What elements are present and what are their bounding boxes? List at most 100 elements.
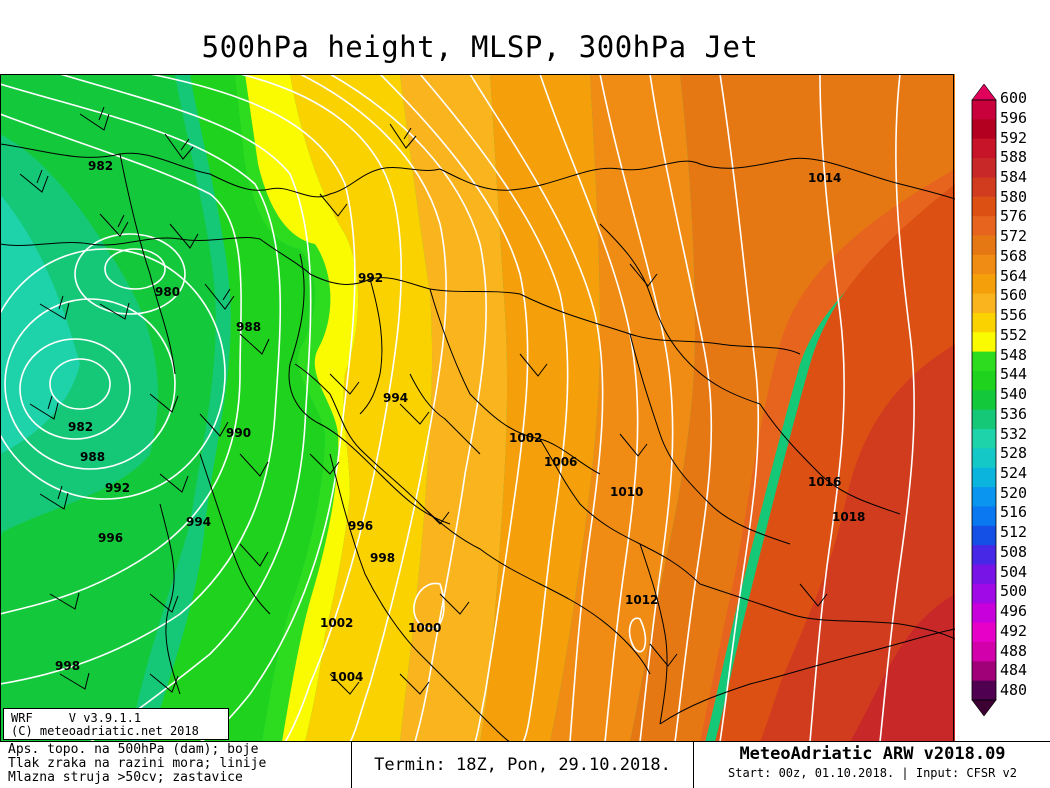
pressure-label: 982: [68, 420, 93, 434]
colorbar-label: 584: [1000, 167, 1028, 186]
pressure-label: 988: [236, 320, 261, 334]
colorbar-swatch: [972, 312, 996, 333]
pressure-label: 996: [348, 519, 373, 533]
colorbar-swatch: [972, 603, 996, 624]
colorbar-swatch: [972, 506, 996, 527]
colorbar-swatch: [972, 196, 996, 217]
colorbar-bottom-arrow: [971, 699, 997, 716]
colorbar-swatch: [972, 487, 996, 507]
pressure-label: 994: [186, 515, 211, 529]
desc-line-3: Mlazna struja >50cv; zastavice: [8, 770, 243, 785]
colorbar-label: 552: [1000, 325, 1028, 344]
copyright: (C) meteoadriatic.net 2018: [11, 724, 199, 738]
desc-line-1: Aps. topo. na 500hPa (dam); boje: [8, 742, 259, 757]
pressure-label: 994: [383, 391, 408, 405]
colorbar-swatch: [972, 390, 996, 411]
legend-description: Aps. topo. na 500hPa (dam); boje Tlak zr…: [8, 743, 266, 785]
colorbar-label: 496: [1000, 602, 1028, 621]
colorbar-label: 516: [1000, 503, 1028, 522]
colorbar-label: 572: [1000, 227, 1028, 246]
colorbar-label: 520: [1000, 483, 1028, 502]
colorbar-label: 568: [1000, 246, 1028, 265]
colorbar-outline: [971, 99, 997, 701]
pressure-label: 1000: [408, 621, 441, 635]
colorbar-swatch: [972, 409, 996, 430]
colorbar-label: 480: [1000, 681, 1028, 699]
colorbar-swatch: [972, 583, 996, 604]
colorbar-swatch: [972, 158, 996, 178]
band-544: [40, 74, 325, 742]
colorbar-label: 532: [1000, 424, 1028, 443]
wind-barbs: [19, 106, 828, 695]
pressure-label: 1012: [625, 593, 658, 607]
colorbar-swatch: [972, 641, 996, 662]
pressure-label: 1006: [544, 455, 577, 469]
colorbar-swatch: [972, 622, 996, 643]
colorbar-swatch: [972, 177, 996, 198]
colorbar-swatch: [972, 429, 996, 449]
model-info-box: WRF V v3.9.1.1 (C) meteoadriatic.net 201…: [3, 708, 229, 740]
isobars: [0, 74, 915, 742]
footer-divider: [0, 741, 1050, 742]
model-version: WRF V v3.9.1.1: [11, 711, 142, 725]
colorbar-label: 504: [1000, 562, 1028, 581]
colorbar-swatch: [972, 274, 996, 295]
pressure-label: 980: [155, 285, 180, 299]
colorbar-label: 548: [1000, 345, 1028, 364]
forecast-time: Termin: 18Z, Pon, 29.10.2018.: [351, 742, 694, 788]
colorbar-label: 588: [1000, 148, 1028, 167]
colorbar-label: 560: [1000, 286, 1028, 305]
desc-line-2: Tlak zraka na razini mora; linije: [8, 756, 267, 771]
colorbar-swatch: [972, 100, 996, 120]
weather-map[interactable]: 982 980 988 982 988 992 996 994 990 996 …: [0, 74, 955, 742]
colorbar-swatch: [972, 138, 996, 159]
pressure-label: 1014: [808, 171, 841, 185]
pressure-label: 992: [105, 481, 130, 495]
pressure-label: 996: [98, 531, 123, 545]
colorbar-label: 576: [1000, 207, 1028, 226]
pressure-label: 1002: [509, 431, 542, 445]
pressure-label: 998: [55, 659, 80, 673]
brand-block: MeteoAdriatic ARW v2018.09 Start: 00z, 0…: [700, 744, 1045, 782]
brand-title: MeteoAdriatic ARW v2018.09: [739, 744, 1006, 764]
pressure-label: 1002: [320, 616, 353, 630]
colorbar-swatch: [972, 216, 996, 236]
brand-subtitle: Start: 00z, 01.10.2018. | Input: CFSR v2: [728, 766, 1017, 780]
band-568: [550, 74, 695, 742]
pressure-label: 988: [80, 450, 105, 464]
colorbar-swatch: [972, 370, 996, 391]
pressure-label: 1016: [808, 475, 841, 489]
colorbar-label: 600: [1000, 89, 1028, 107]
band-552: [245, 74, 359, 742]
colorbar-label: 492: [1000, 621, 1028, 640]
colorbar-swatch: [972, 235, 996, 256]
colorbar-swatch: [972, 525, 996, 546]
colorbar: [971, 84, 997, 716]
band-564: [480, 74, 600, 742]
colorbar-label: 556: [1000, 306, 1028, 325]
colorbar-swatch: [972, 661, 996, 682]
colorbar-label: 512: [1000, 523, 1028, 542]
colorbar-swatch: [972, 448, 996, 469]
colorbar-swatch: [972, 680, 996, 701]
band-560: [400, 74, 508, 742]
colorbar-swatch: [972, 564, 996, 585]
pressure-label: 998: [370, 551, 395, 565]
colorbar-label: 536: [1000, 404, 1028, 423]
colorbar-top-arrow: [971, 84, 997, 101]
pressure-label: 982: [88, 159, 113, 173]
pressure-label: 990: [226, 426, 251, 440]
pressure-label: 1010: [610, 485, 643, 499]
colorbar-label: 540: [1000, 385, 1028, 403]
colorbar-swatch: [972, 293, 996, 314]
colorbar-swatch: [972, 351, 996, 372]
colorbar-label: 500: [1000, 582, 1028, 601]
pressure-label: 1004: [330, 670, 363, 684]
colorbar-label: 488: [1000, 641, 1028, 660]
colorbar-swatch: [972, 467, 996, 488]
chart-title: 500hPa height, MLSP, 300hPa Jet: [201, 30, 759, 64]
colorbar-label: 596: [1000, 108, 1028, 127]
pressure-label: 1018: [832, 510, 865, 524]
colorbar-label: 524: [1000, 463, 1028, 482]
colorbar-swatch: [972, 332, 996, 353]
